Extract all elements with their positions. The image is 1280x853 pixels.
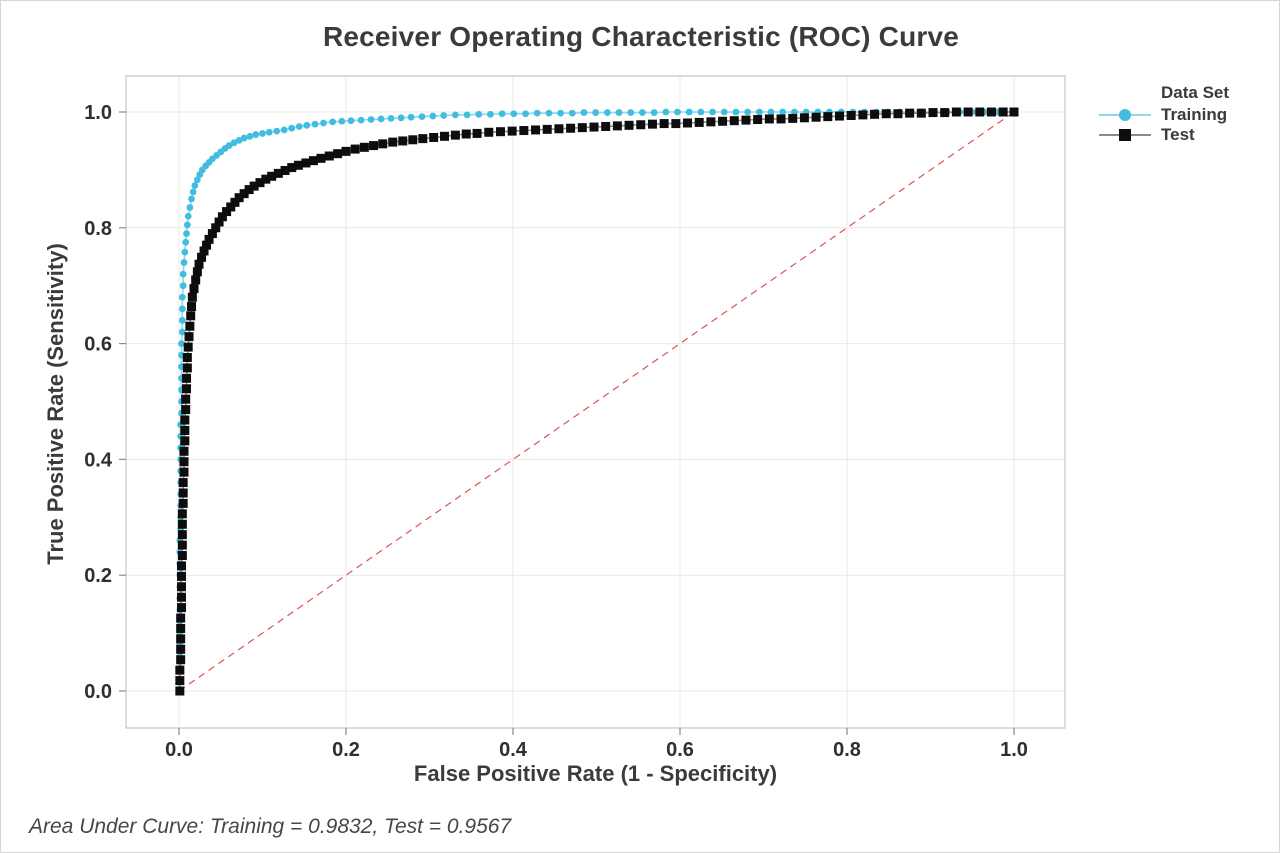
y-tick-label: 0.4: [84, 449, 113, 471]
y-tick-label: 0.8: [84, 218, 112, 240]
x-tick-label: 0.0: [165, 739, 193, 761]
legend-label-training: Training: [1161, 105, 1228, 124]
x-tick-label: 0.2: [332, 739, 360, 761]
x-tick-label: 0.6: [666, 739, 694, 761]
chart-title: Receiver Operating Characteristic (ROC) …: [322, 21, 960, 52]
training-marker-icon: [1099, 109, 1151, 121]
x-tick-label: 0.4: [499, 739, 528, 761]
y-tick-labels: 0.0 0.2 0.4 0.6 0.8 1.0: [84, 102, 113, 703]
legend-item-test: Test: [1097, 125, 1229, 145]
test-series: [175, 107, 1019, 696]
legend-label-test: Test: [1161, 125, 1195, 144]
test-marker-icon: [1099, 129, 1151, 141]
legend-title: Data Set: [1161, 83, 1230, 102]
legend-item-training: Training: [1097, 105, 1229, 125]
x-tick-labels: 0.0 0.2 0.4 0.6 0.8 1.0: [165, 739, 1028, 761]
auc-footer-note: Area Under Curve: Training = 0.9832, Tes…: [29, 815, 512, 838]
x-axis-label: False Positive Rate (1 - Specificity): [413, 761, 778, 786]
y-tick-label: 1.0: [84, 102, 112, 124]
x-tick-label: 1.0: [1000, 739, 1028, 761]
y-tick-label: 0.2: [84, 565, 112, 587]
tick-marks: [119, 111, 1015, 735]
chance-diagonal-line: [178, 111, 1015, 692]
legend: Data Set Training Test: [1097, 83, 1229, 145]
plot-border: [125, 75, 1066, 729]
y-tick-label: 0.0: [84, 681, 112, 703]
x-tick-label: 0.8: [833, 739, 861, 761]
y-axis-label: True Positive Rate (Sensitivity): [43, 243, 68, 565]
y-tick-label: 0.6: [84, 334, 112, 356]
